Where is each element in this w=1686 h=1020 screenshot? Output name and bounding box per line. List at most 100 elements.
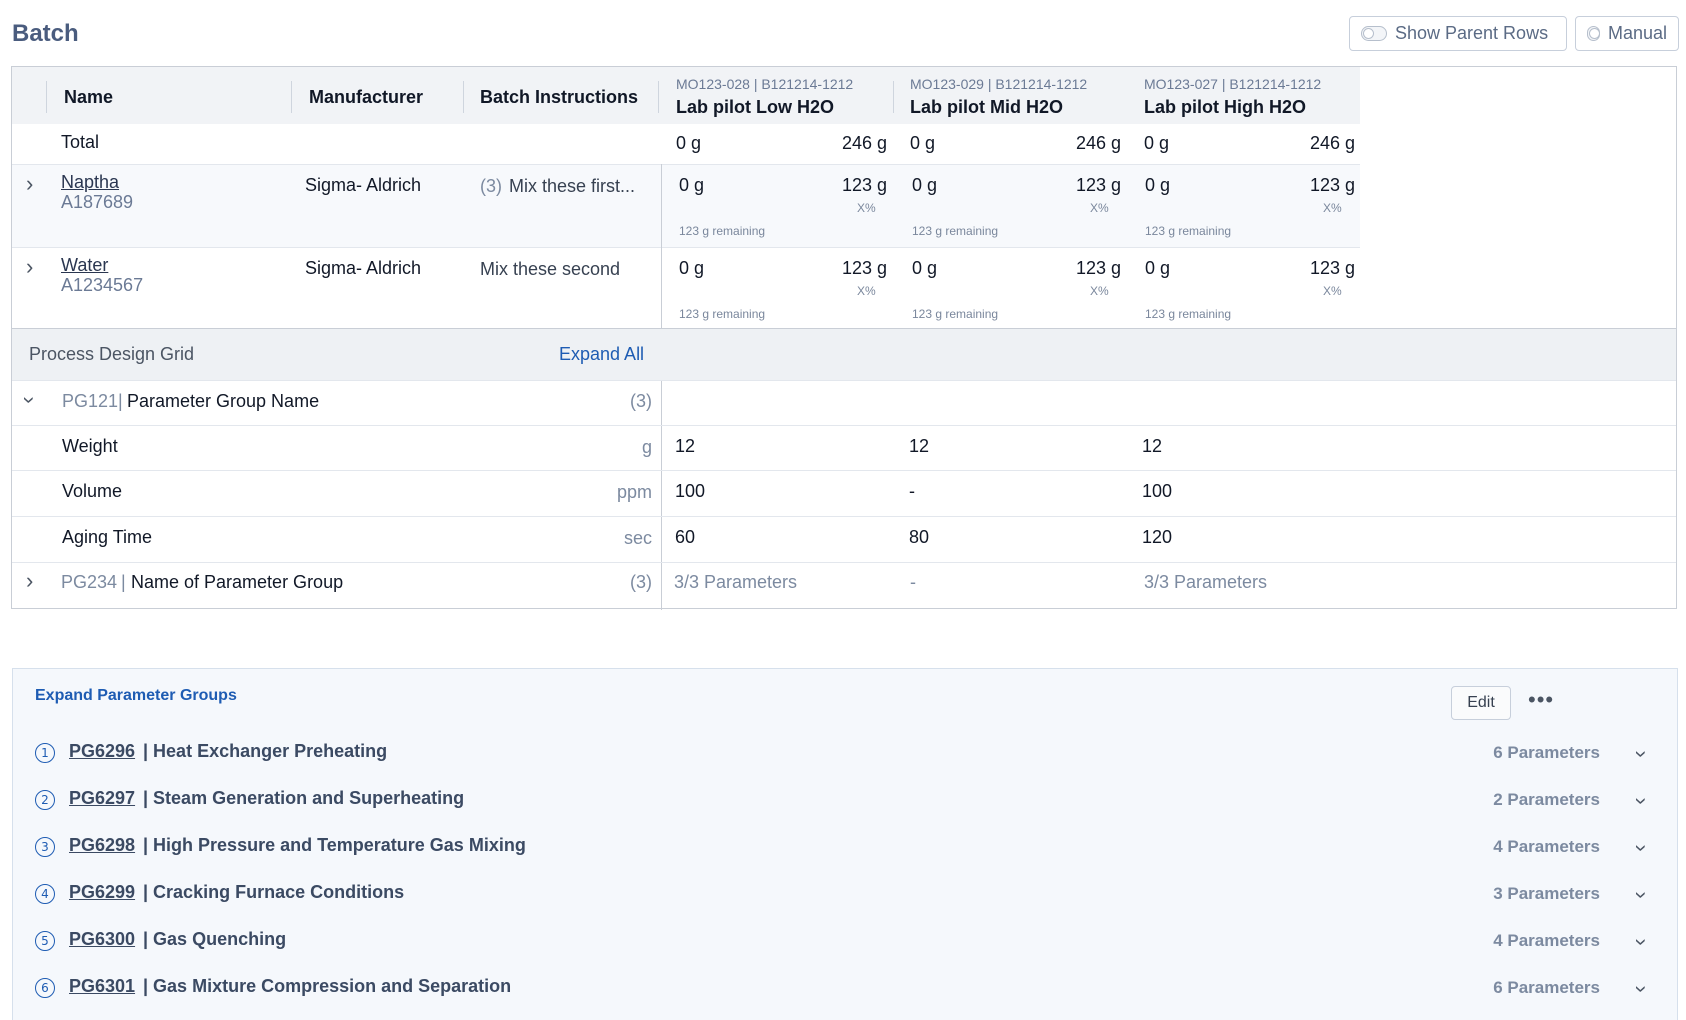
chevron-right-icon[interactable]: › — [26, 171, 34, 196]
material-code: A187689 — [61, 192, 134, 212]
chevron-down-icon[interactable]: › — [1629, 985, 1655, 993]
group-name: | Gas Quenching — [143, 929, 287, 949]
amount-target: 123 g — [841, 175, 887, 195]
amount-target: 123 g — [1309, 258, 1355, 278]
table-row — [12, 247, 1360, 328]
column-name[interactable]: Lab pilot Low H2O — [676, 97, 834, 117]
column-code: MO123-028 | B121214-1212 — [676, 76, 854, 92]
param-value[interactable]: - — [909, 481, 915, 501]
total-value: 246 g — [841, 133, 887, 153]
column-code: MO123-029 | B121214-1212 — [910, 76, 1088, 92]
group-code-link[interactable]: PG6300 — [69, 929, 136, 949]
param-name: Aging Time — [62, 527, 153, 547]
instructions-cell[interactable]: Mix these second — [480, 259, 621, 279]
chevron-right-icon[interactable]: › — [26, 254, 34, 279]
material-code: A1234567 — [61, 275, 144, 295]
group-code: PG121 — [62, 391, 119, 411]
amount-value[interactable]: 0 g — [679, 258, 705, 278]
param-value[interactable]: 100 — [675, 481, 706, 501]
param-unit: g — [641, 437, 652, 457]
group-code-link[interactable]: PG6298 — [69, 835, 136, 855]
parameter-count: 6 Parameters — [1493, 743, 1600, 762]
chevron-down-icon[interactable]: › — [1629, 797, 1655, 805]
remaining-label: 123 g remaining — [679, 307, 766, 321]
instruction-count: (3) — [480, 176, 502, 196]
parameter-count: 6 Parameters — [1493, 978, 1600, 997]
expand-all-button[interactable]: Expand All — [559, 344, 645, 364]
param-value[interactable]: 120 — [1142, 527, 1173, 547]
column-name[interactable]: Lab pilot Mid H2O — [910, 97, 1063, 117]
parameter-group-row[interactable]: 3 PG6298 | High Pressure and Temperature… — [35, 833, 1655, 863]
percent-label: X% — [857, 201, 876, 215]
group-name: | High Pressure and Temperature Gas Mixi… — [143, 835, 526, 855]
param-value[interactable]: 60 — [675, 527, 696, 547]
toggle-switch-icon — [1361, 26, 1387, 41]
chevron-down-icon[interactable]: › — [17, 396, 43, 404]
instructions-cell[interactable]: Mix these first... — [509, 176, 636, 196]
chevron-down-icon[interactable]: › — [1629, 844, 1655, 852]
total-label: Total — [61, 132, 100, 152]
total-value: 0 g — [1144, 133, 1170, 153]
parameter-group-row[interactable]: 6 PG6301 | Gas Mixture Compression and S… — [35, 974, 1655, 1004]
step-number: 3 — [35, 837, 55, 857]
parameter-group-row[interactable]: 2 PG6297 | Steam Generation and Superhea… — [35, 786, 1655, 816]
parameter-group-row[interactable]: 1 PG6296 | Heat Exchanger Preheating 6 P… — [35, 739, 1655, 769]
column-code: MO123-027 | B121214-1212 — [1144, 76, 1322, 92]
percent-label: X% — [857, 284, 876, 298]
percent-label: X% — [1323, 201, 1342, 215]
manual-toggle[interactable]: Manual — [1575, 16, 1679, 51]
group-name: | Gas Mixture Compression and Separation — [143, 976, 512, 996]
parameter-count: 2 Parameters — [1493, 790, 1600, 809]
group-name: | Steam Generation and Superheating — [143, 788, 465, 808]
group-code-link[interactable]: PG6299 — [69, 882, 136, 902]
remaining-label: 123 g remaining — [1145, 307, 1232, 321]
amount-value[interactable]: 0 g — [1145, 258, 1171, 278]
show-parent-rows-label: Show Parent Rows — [1395, 23, 1549, 43]
chevron-down-icon[interactable]: › — [1629, 891, 1655, 899]
parameter-count: 3 Parameters — [1493, 884, 1600, 903]
group-count: (3) — [630, 391, 652, 411]
chevron-down-icon[interactable]: › — [1629, 938, 1655, 946]
step-number: 1 — [35, 743, 55, 763]
parameter-group-row[interactable]: 5 PG6300 | Gas Quenching 4 Parameters › — [35, 927, 1655, 957]
chevron-right-icon[interactable]: › — [26, 568, 34, 593]
expand-parameter-groups-panel: Expand Parameter Groups Edit ••• 1 PG629… — [12, 668, 1678, 1020]
process-design-grid-title: Process Design Grid — [29, 344, 195, 364]
header-manufacturer[interactable]: Manufacturer — [309, 87, 424, 107]
show-parent-rows-toggle[interactable]: Show Parent Rows — [1349, 16, 1567, 51]
amount-value[interactable]: 0 g — [912, 258, 938, 278]
param-unit: ppm — [616, 482, 652, 502]
manufacturer-cell: Sigma- Aldrich — [305, 175, 422, 195]
step-number: 5 — [35, 931, 55, 951]
parameter-group-row[interactable]: 4 PG6299 | Cracking Furnace Conditions 3… — [35, 880, 1655, 910]
group-name: Name of Parameter Group — [131, 572, 344, 592]
header-batch-instructions[interactable]: Batch Instructions — [480, 87, 639, 107]
material-name-link[interactable]: Naptha — [61, 172, 120, 192]
more-options-icon[interactable]: ••• — [1528, 687, 1555, 712]
material-name-link[interactable]: Water — [61, 255, 109, 275]
amount-target: 123 g — [1309, 175, 1355, 195]
param-value[interactable]: 12 — [675, 436, 696, 456]
param-value[interactable]: 100 — [1142, 481, 1173, 501]
percent-label: X% — [1090, 284, 1109, 298]
total-value: 246 g — [1075, 133, 1121, 153]
header-name[interactable]: Name — [64, 87, 114, 107]
amount-value[interactable]: 0 g — [679, 175, 705, 195]
total-value: 246 g — [1309, 133, 1355, 153]
param-value[interactable]: 12 — [1142, 436, 1163, 456]
page-title: Batch — [12, 20, 79, 47]
param-value[interactable]: 12 — [909, 436, 930, 456]
group-code-link[interactable]: PG6296 — [69, 741, 136, 761]
amount-value[interactable]: 0 g — [1145, 175, 1171, 195]
amount-value[interactable]: 0 g — [912, 175, 938, 195]
group-count: (3) — [630, 572, 652, 592]
chevron-down-icon[interactable]: › — [1629, 750, 1655, 758]
parameter-count: 4 Parameters — [1493, 837, 1600, 856]
percent-label: X% — [1090, 201, 1109, 215]
param-value[interactable]: 80 — [909, 527, 930, 547]
group-code-link[interactable]: PG6297 — [69, 788, 136, 808]
edit-button[interactable]: Edit — [1451, 686, 1511, 720]
panel-title[interactable]: Expand Parameter Groups — [35, 687, 237, 704]
column-name[interactable]: Lab pilot High H2O — [1144, 97, 1306, 117]
group-code-link[interactable]: PG6301 — [69, 976, 136, 996]
